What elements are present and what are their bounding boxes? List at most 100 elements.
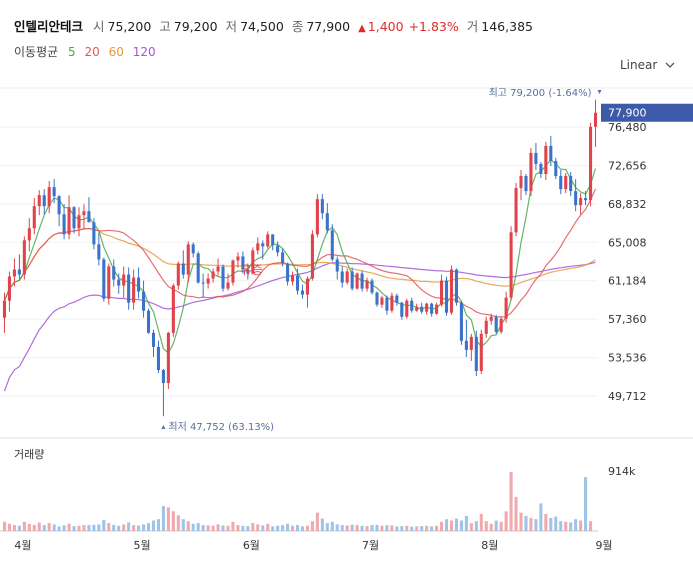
candle-body <box>360 273 364 289</box>
ma5-line <box>3 158 597 355</box>
volume-bar <box>261 525 265 531</box>
volume-value: 146,385 <box>481 19 533 34</box>
y-tick-label: 72,656 <box>608 159 647 172</box>
volume-bar <box>489 523 493 531</box>
high-marker-icon <box>597 90 602 94</box>
candle-body <box>97 244 101 260</box>
volume-bar <box>554 516 558 531</box>
candle-body <box>539 163 543 175</box>
volume-bar <box>107 523 111 531</box>
candle-body <box>112 266 116 280</box>
volume-bar <box>77 525 81 531</box>
candle-body <box>276 245 280 253</box>
x-tick-label: 4월 <box>14 539 31 552</box>
candle-body <box>211 271 215 279</box>
volume-bar <box>574 519 578 531</box>
x-tick-label: 9월 <box>595 539 612 552</box>
candle-body <box>72 207 76 229</box>
volume-bar <box>156 519 160 531</box>
volume-bar <box>469 523 473 531</box>
volume-bar <box>579 520 583 531</box>
moving-average-legend: 이동평균 5 20 60 120 <box>14 43 161 60</box>
candle-body <box>340 271 344 283</box>
candle-body <box>146 310 151 333</box>
candle-body <box>345 271 349 283</box>
volume-bar <box>251 523 255 531</box>
candle-body <box>161 369 165 384</box>
candle-body <box>181 263 185 275</box>
volume-bar <box>474 521 478 531</box>
ma60-legend[interactable]: 60 <box>108 45 124 59</box>
candle-body <box>479 333 483 371</box>
volume-bar <box>12 525 16 531</box>
volume-bar <box>62 525 66 531</box>
candle-body <box>444 280 449 313</box>
volume-bar <box>385 525 389 531</box>
candle-body <box>325 213 329 231</box>
volume-bar <box>22 521 26 531</box>
candle-body <box>2 300 7 318</box>
chevron-down-icon <box>665 62 675 68</box>
candle-body <box>32 206 36 229</box>
volume-label: 거 <box>466 19 479 34</box>
candle-body <box>291 275 295 282</box>
ma20-legend[interactable]: 20 <box>84 45 100 59</box>
candle-body <box>425 303 429 312</box>
volume-bar <box>504 511 508 531</box>
volume-bar <box>112 524 116 531</box>
volume-bar <box>151 520 156 531</box>
ma120-legend[interactable]: 120 <box>132 45 156 59</box>
volume-bar <box>196 523 200 531</box>
volume-bar <box>435 525 439 531</box>
volume-tick-label: 914k <box>608 465 636 478</box>
candle-body <box>266 234 270 247</box>
volume-bar <box>191 523 195 531</box>
ma120-line <box>3 261 596 392</box>
candle-body <box>529 152 533 192</box>
candle-body <box>166 332 170 384</box>
y-tick-label: 49,712 <box>608 390 647 403</box>
change-value: 1,400 <box>367 19 404 34</box>
volume-bar <box>425 525 429 531</box>
volume-bar <box>37 522 41 531</box>
candle-body <box>77 215 81 229</box>
volume-bar <box>221 525 225 531</box>
volume-bar <box>72 526 76 531</box>
volume-bar <box>430 526 434 531</box>
volume-bar <box>47 523 51 531</box>
volume-bar <box>281 525 285 531</box>
candle-body <box>82 211 86 216</box>
candle-body <box>315 199 319 235</box>
volume-bar <box>320 518 324 531</box>
ma5-legend[interactable]: 5 <box>68 45 76 59</box>
volume-bar <box>410 526 414 531</box>
high-label: 고 <box>159 19 171 34</box>
candle-body <box>400 302 404 317</box>
candle-body <box>137 277 141 292</box>
candle-body <box>395 295 399 303</box>
candle-body <box>579 198 583 206</box>
candle-body <box>544 145 548 175</box>
volume-bar <box>310 521 314 531</box>
volume-bar <box>92 524 96 531</box>
volume-bar <box>132 525 136 531</box>
volume-bar <box>459 520 463 531</box>
volume-bar <box>122 524 126 531</box>
volume-bar <box>375 524 379 531</box>
candle-body <box>231 260 235 283</box>
volume-bar <box>186 521 190 531</box>
volume-bar <box>276 525 280 531</box>
volume-bar <box>529 517 533 531</box>
candle-body <box>251 250 255 274</box>
volume-bar <box>201 525 205 531</box>
volume-bar <box>256 524 260 531</box>
volume-bar <box>226 525 230 531</box>
candle-body <box>142 291 146 311</box>
candle-body <box>295 275 300 291</box>
scale-dropdown[interactable]: Linear <box>620 58 675 72</box>
volume-bar <box>549 517 553 531</box>
candle-body <box>514 188 518 233</box>
volume-bar <box>350 524 354 531</box>
low-annotation: 최저 47,752 (63.13%) <box>168 421 274 433</box>
